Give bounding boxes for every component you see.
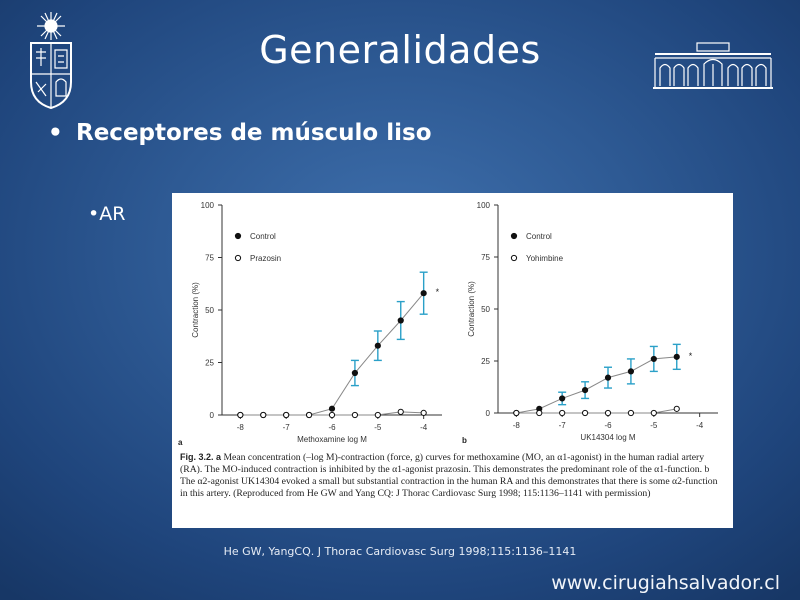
chart-b-data-point: [650, 409, 657, 417]
website-url: www.cirugiahsalvador.cl: [551, 572, 780, 594]
chart-a-data-point: [305, 411, 313, 419]
hospital-building-icon: [653, 42, 773, 89]
chart-b-data-point: [650, 355, 657, 363]
university-crest-logo: [26, 10, 76, 114]
chart-b-series-line-1: [516, 408, 677, 414]
university-crest-icon: [30, 12, 72, 110]
bullet-receptores-text: Receptores de músculo liso: [76, 120, 432, 146]
chart-a-data-point: [328, 405, 336, 412]
chart-b-panel-label: b: [462, 436, 467, 445]
chart-b-data-point: [673, 353, 680, 360]
chart-a-x-tick-label: -8: [237, 423, 245, 432]
chart-b-y-tick-label: 25: [481, 357, 490, 366]
chart-b-data-point: [581, 409, 589, 417]
chart-a-legend-marker: [234, 254, 242, 262]
chart-a-legend-label: Prazosin: [250, 254, 281, 263]
chart-b-data-point: [673, 405, 680, 412]
chart-b-y-tick-label: 0: [486, 409, 491, 418]
chart-b-legend-marker: [510, 254, 518, 262]
chart-a-x-tick-label: -6: [328, 423, 336, 432]
citation: He GW, YangCQ. J Thorac Cardiovasc Surg …: [223, 545, 577, 558]
chart-b-data-point: [604, 409, 612, 417]
chart-a-y-tick-label: 50: [205, 306, 214, 315]
caption-text: Mean concentration (–log M)-contraction …: [180, 452, 718, 499]
chart-a-x-tick-label: -4: [420, 423, 428, 432]
figure-charts: 0 25 50 75 100 -8 -7 -6 -5 -4 Methoxamine log M Con…: [178, 201, 718, 447]
chart-a-data-point: [374, 342, 381, 349]
chart-b-series-line-0: [516, 356, 677, 414]
chart-a-data-point: [397, 317, 404, 324]
chart-b-y-tick-label: 100: [477, 201, 491, 210]
chart-b-data-point: [536, 409, 543, 417]
bullet-receptores: • Receptores de músculo liso: [48, 120, 432, 146]
chart-b-data-point: [559, 409, 566, 417]
bullet-ar: •AR: [88, 203, 126, 225]
chart-a-y-tick-label: 0: [210, 411, 215, 420]
chart-a-data-point: [374, 411, 381, 419]
chart-a-y-tick-label: 75: [205, 254, 214, 263]
chart-b-x-label: UK14304 log M: [580, 433, 635, 442]
chart-a-data-point: [283, 411, 290, 419]
chart-b-data-point: [513, 409, 520, 417]
chart-a-data-point: [397, 408, 404, 415]
slide-title: Generalidades: [259, 28, 541, 72]
chart-a-data-point: [420, 290, 427, 297]
chart-a-y-tick-label: 25: [205, 359, 214, 368]
bullet-marker: •: [48, 120, 63, 146]
chart-a-data-point: [237, 411, 244, 419]
chart-a-data-point: [351, 411, 359, 419]
chart-a-x-tick-label: -7: [283, 423, 291, 432]
chart-b-x-tick-label: -8: [513, 421, 521, 430]
chart-b-x-tick-label: -7: [559, 421, 567, 430]
chart-b-legend-label: Control: [526, 232, 552, 241]
chart-b-x-tick-label: -5: [650, 421, 658, 430]
chart-a-series-line-0: [240, 292, 425, 416]
chart-b-legend-marker: [510, 232, 518, 240]
chart-a-legend-marker: [234, 232, 242, 240]
chart-a-y-label: Contraction (%): [191, 282, 200, 338]
chart-b-data-point: [604, 374, 612, 381]
chart-b-significance-mark: *: [689, 351, 693, 361]
chart-b-x-tick-label: -6: [604, 421, 612, 430]
chart-a-data-point: [420, 409, 427, 416]
chart-a-panel-label: a: [178, 438, 183, 447]
chart-b-data-point: [627, 368, 635, 375]
chart-a-y-tick-label: 100: [201, 201, 215, 210]
chart-b-y-label: Contraction (%): [467, 281, 476, 337]
chart-b-data-point: [627, 409, 635, 417]
caption-label: Fig. 3.2. a: [180, 452, 222, 462]
chart-b-y-tick-label: 75: [481, 253, 490, 262]
figure-caption: Fig. 3.2. a Mean concentration (–log M)-…: [180, 451, 725, 500]
chart-a-x-label: Methoxamine log M: [297, 435, 367, 444]
chart-a-legend-label: Control: [250, 232, 276, 241]
chart-b-data-point: [581, 387, 589, 394]
hospital-logo: [652, 40, 774, 96]
chart-b-y-tick-label: 50: [481, 305, 490, 314]
chart-a-significance-mark: *: [436, 287, 440, 297]
chart-a-data-point: [351, 369, 359, 377]
chart-b-data-point: [559, 395, 566, 402]
chart-a-data-point: [260, 411, 267, 419]
chart-b-legend-label: Yohimbine: [526, 254, 564, 263]
chart-a-data-point: [328, 411, 336, 419]
figure-panel: 0 25 50 75 100 -8 -7 -6 -5 -4 Methoxamine log M Con…: [172, 193, 733, 528]
chart-a-x-tick-label: -5: [374, 423, 382, 432]
chart-b-x-tick-label: -4: [696, 421, 704, 430]
